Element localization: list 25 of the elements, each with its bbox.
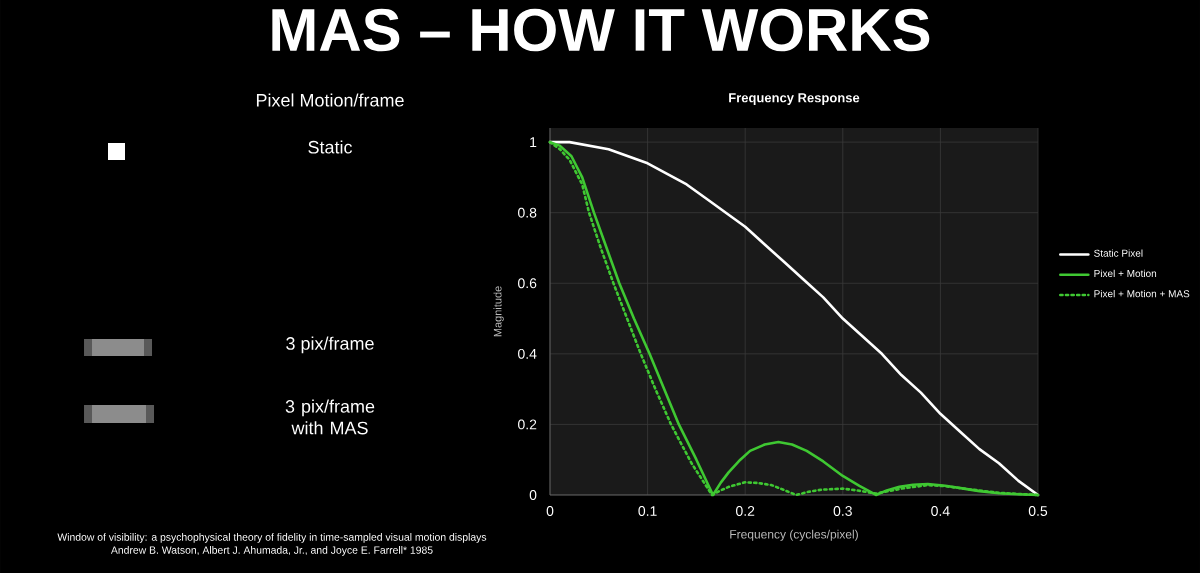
text: Andrew B. Watson, Albert J. Ahumada, Jr., and Joyce E. Farrell* 1985 bbox=[110, 546, 433, 556]
y-tick-label: 1 bbox=[530, 137, 537, 147]
y-tick-label: 0 bbox=[529, 490, 537, 500]
chart-subtitle: MAS – HOW IT WORKS bbox=[272, 8, 930, 52]
text: 3 pix/frame bbox=[286, 336, 374, 354]
x-tick-label: 0.1 bbox=[638, 506, 657, 516]
y-tick-label: 0.8 bbox=[518, 207, 537, 218]
y-tick-label: 0.6 bbox=[518, 278, 537, 289]
legend-label: Pixel + Motion + MAS bbox=[1094, 289, 1190, 298]
legend-label: Pixel + Motion bbox=[1094, 269, 1157, 277]
y-tick-label: 0.4 bbox=[518, 348, 537, 359]
text: 3 pix/frame with MAS bbox=[285, 399, 375, 435]
legend-label: Static Pixel bbox=[1094, 249, 1143, 257]
y-tick-label: 0.2 bbox=[518, 419, 537, 430]
chart-title: Frequency Response bbox=[729, 93, 860, 105]
text: Static bbox=[308, 140, 353, 154]
text: Window of visibility: a psychophysical theory of fidelity in time-sampled visual motion displays bbox=[57, 533, 487, 543]
text: Pixel Motion/frame bbox=[256, 93, 404, 107]
x-tick-label: 0.2 bbox=[736, 506, 755, 516]
y-axis-title: Magnitude bbox=[493, 286, 504, 337]
x-axis-title: Frequency (cycles/pixel) bbox=[730, 529, 858, 541]
x-tick-label: 0.5 bbox=[1028, 506, 1048, 516]
x-tick-label: 0.4 bbox=[931, 506, 950, 516]
x-tick-label: 0.3 bbox=[833, 506, 852, 516]
x-tick-label: 0 bbox=[546, 506, 554, 516]
